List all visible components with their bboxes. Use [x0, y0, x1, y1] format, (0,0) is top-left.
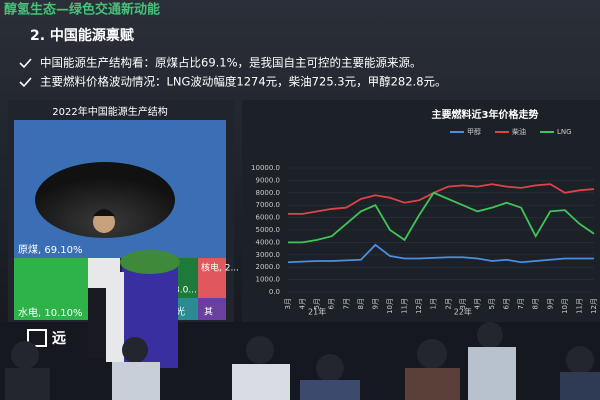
y-tick-label: 4000.0 [256, 238, 281, 246]
x-tick-label: 5月 [313, 298, 321, 309]
legend-label: LNG [557, 128, 572, 136]
treemap-title: 2022年中国能源生产结构 [52, 105, 167, 118]
y-tick-label: 7000.0 [256, 201, 281, 209]
y-tick-label: 3000.0 [256, 251, 281, 259]
x-tick-label: 4月 [299, 298, 307, 309]
check-icon [19, 77, 32, 88]
slide-section: 2. 中国能源禀赋 [30, 27, 134, 44]
x-tick-label: 10月 [561, 298, 569, 314]
x-tick-label: 2月 [444, 298, 452, 309]
bullet: 主要燃料价格波动情况：LNG波动幅度1274元，柴油725.3元，甲醇282.8… [40, 75, 447, 89]
y-tick-label: 1000.0 [256, 276, 281, 284]
y-tick-label: 9000.0 [256, 176, 281, 184]
x-tick-label: 7月 [342, 298, 350, 309]
x-group-label: 22年 [454, 307, 472, 317]
treemap-label: 水电, 10.10% [18, 306, 83, 319]
bullet: 中国能源生产结构看：原煤占比69.1%，是我国自主可控的主要能源来源。 [40, 56, 422, 70]
x-tick-label: 8月 [357, 298, 365, 309]
x-tick-label: 11月 [401, 298, 409, 314]
treemap-label: 光 [176, 306, 185, 318]
treemap-cell [198, 298, 226, 320]
check-icon [19, 58, 32, 69]
treemap-label: 原煤, 69.10% [18, 243, 83, 256]
flowers [120, 250, 180, 274]
chart-title: 主要燃料近3年价格走势 [432, 108, 539, 121]
x-tick-label: 6月 [328, 298, 336, 309]
slide-header: 醇氢生态—绿色交通新动能 [4, 2, 160, 18]
x-tick-label: 8月 [532, 298, 540, 309]
x-tick-label: 4月 [473, 298, 481, 309]
y-tick-label: 8000.0 [256, 189, 281, 197]
podium-stand [106, 272, 124, 362]
coal-pile [35, 162, 175, 238]
line [288, 183, 595, 215]
x-group-label: 21年 [308, 307, 326, 317]
x-tick-label: 9月 [546, 298, 554, 309]
legend-label: 柴油 [512, 127, 526, 136]
x-tick-label: 3月 [459, 298, 467, 309]
logo-icon [27, 329, 47, 347]
treemap-label: 其 [204, 307, 213, 318]
y-tick-label: 10000.0 [251, 164, 280, 172]
speaker-head [93, 211, 115, 233]
chart: 0.0 1000.0 2000.0 3000.0 4000.0 5000.0 6000.0 7… [251, 127, 598, 317]
y-tick-label: 5000.0 [256, 226, 281, 234]
y-tick-label: 2000.0 [256, 263, 281, 271]
line [287, 243, 594, 264]
treemap-cell [198, 258, 226, 298]
logo: 远 [52, 331, 66, 347]
x-tick-label: 10月 [386, 298, 394, 314]
speaker-hair [93, 209, 115, 216]
x-tick-label: 12月 [590, 298, 598, 314]
x-tick-label: 5月 [488, 298, 496, 309]
y-tick-label: 6000.0 [256, 214, 281, 222]
treemap-label: 3.0... [174, 286, 197, 296]
y-tick-label: 0.0 [269, 288, 280, 296]
x-tick-label: 9月 [371, 298, 379, 309]
x-tick-label: 1月 [430, 298, 438, 309]
x-tick-label: 12月 [415, 298, 423, 314]
audience [5, 322, 600, 400]
legend-label: 甲醇 [467, 127, 481, 136]
x-tick-label: 11月 [575, 298, 583, 314]
x-tick-label: 3月 [284, 298, 292, 309]
line [288, 191, 595, 244]
treemap-cell [172, 298, 198, 320]
x-tick-label: 7月 [517, 298, 525, 309]
x-tick-label: 6月 [503, 298, 511, 309]
treemap-label: 核电, 2... [201, 262, 239, 274]
